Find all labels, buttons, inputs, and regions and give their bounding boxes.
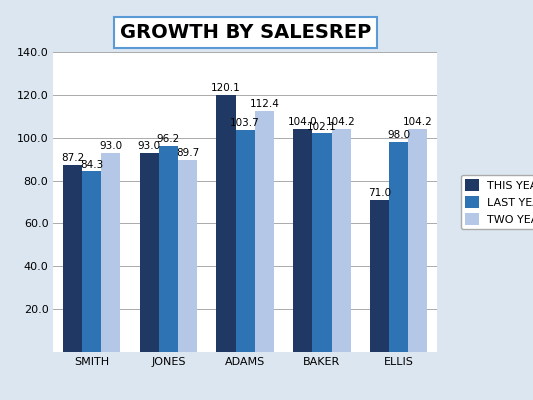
- Text: 104.2: 104.2: [326, 117, 356, 127]
- Text: 71.0: 71.0: [368, 188, 391, 198]
- Bar: [63, 165, 82, 352]
- Bar: [159, 146, 178, 352]
- Text: 87.2: 87.2: [61, 154, 84, 164]
- Bar: [293, 129, 312, 352]
- Bar: [370, 200, 389, 352]
- Bar: [178, 160, 197, 352]
- Text: 84.3: 84.3: [80, 160, 103, 170]
- Legend: THIS YEAR, LAST YEAR, TWO YEARS: THIS YEAR, LAST YEAR, TWO YEARS: [461, 175, 533, 229]
- Text: 93.0: 93.0: [99, 141, 123, 151]
- Text: 104.0: 104.0: [288, 118, 318, 128]
- Bar: [389, 142, 408, 352]
- Text: 89.7: 89.7: [176, 148, 199, 158]
- Text: 103.7: 103.7: [230, 118, 260, 128]
- Bar: [82, 171, 101, 352]
- Bar: [255, 111, 274, 352]
- Text: 104.2: 104.2: [403, 117, 433, 127]
- Bar: [408, 129, 427, 352]
- Bar: [140, 153, 159, 352]
- Bar: [216, 95, 236, 352]
- Text: 96.2: 96.2: [157, 134, 180, 144]
- Text: 98.0: 98.0: [387, 130, 410, 140]
- Title: GROWTH BY SALESREP: GROWTH BY SALESREP: [119, 23, 371, 42]
- Bar: [332, 129, 351, 352]
- Bar: [236, 130, 255, 352]
- Text: 102.1: 102.1: [307, 122, 337, 132]
- Text: 112.4: 112.4: [249, 100, 279, 110]
- Bar: [101, 153, 120, 352]
- Text: 120.1: 120.1: [211, 83, 241, 93]
- Bar: [312, 133, 332, 352]
- Text: 93.0: 93.0: [138, 141, 161, 151]
